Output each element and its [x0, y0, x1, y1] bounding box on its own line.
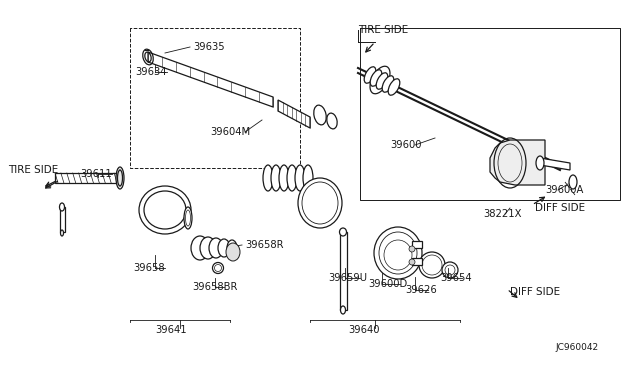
Ellipse shape: [419, 252, 445, 278]
Text: 39600A: 39600A: [545, 185, 584, 195]
Text: 39611: 39611: [80, 169, 112, 179]
Ellipse shape: [191, 236, 209, 260]
Ellipse shape: [295, 165, 305, 191]
Text: 39658BR: 39658BR: [192, 282, 237, 292]
Ellipse shape: [569, 175, 577, 189]
Ellipse shape: [374, 227, 422, 279]
Ellipse shape: [382, 76, 394, 92]
Text: 39658R: 39658R: [245, 240, 284, 250]
Ellipse shape: [209, 238, 223, 258]
Ellipse shape: [364, 67, 376, 83]
Polygon shape: [60, 207, 65, 232]
Polygon shape: [55, 173, 120, 183]
Text: 39600: 39600: [390, 140, 422, 150]
Text: 39654: 39654: [440, 273, 472, 283]
Ellipse shape: [184, 207, 192, 229]
Ellipse shape: [218, 239, 230, 257]
Ellipse shape: [536, 156, 544, 170]
Ellipse shape: [303, 165, 313, 191]
Ellipse shape: [61, 230, 63, 236]
Polygon shape: [412, 258, 422, 265]
Text: 39640: 39640: [348, 325, 380, 335]
Ellipse shape: [388, 79, 400, 95]
Polygon shape: [412, 241, 422, 248]
Ellipse shape: [339, 228, 346, 236]
Ellipse shape: [60, 203, 65, 211]
Text: 38221X: 38221X: [483, 209, 522, 219]
Text: 39604M: 39604M: [210, 127, 250, 137]
Polygon shape: [540, 158, 570, 170]
Text: 39626: 39626: [405, 285, 436, 295]
Polygon shape: [340, 232, 347, 310]
Ellipse shape: [271, 165, 281, 191]
Text: 39600D: 39600D: [368, 279, 407, 289]
Polygon shape: [490, 140, 545, 185]
Ellipse shape: [298, 178, 342, 228]
Polygon shape: [148, 52, 273, 107]
Text: DIFF SIDE: DIFF SIDE: [510, 287, 560, 297]
Circle shape: [409, 259, 415, 265]
Ellipse shape: [227, 240, 237, 256]
Ellipse shape: [442, 262, 458, 278]
Text: 39658: 39658: [133, 263, 164, 273]
Ellipse shape: [287, 165, 297, 191]
Text: 39641: 39641: [155, 325, 187, 335]
Ellipse shape: [376, 73, 388, 89]
Text: TIRE SIDE: TIRE SIDE: [358, 25, 408, 35]
Ellipse shape: [370, 70, 382, 86]
Text: TIRE SIDE: TIRE SIDE: [8, 165, 58, 175]
Circle shape: [409, 246, 415, 252]
Text: 39659U: 39659U: [328, 273, 367, 283]
Text: JC960042: JC960042: [555, 343, 598, 353]
Ellipse shape: [340, 306, 346, 314]
Ellipse shape: [226, 243, 240, 261]
Ellipse shape: [263, 165, 273, 191]
Text: 39635: 39635: [193, 42, 225, 52]
Ellipse shape: [370, 66, 390, 94]
Text: 39634: 39634: [135, 67, 166, 77]
Ellipse shape: [200, 237, 216, 259]
Ellipse shape: [116, 167, 124, 189]
Text: DIFF SIDE: DIFF SIDE: [535, 203, 585, 213]
Ellipse shape: [279, 165, 289, 191]
Ellipse shape: [212, 263, 223, 273]
Polygon shape: [278, 100, 310, 128]
Ellipse shape: [139, 186, 191, 234]
